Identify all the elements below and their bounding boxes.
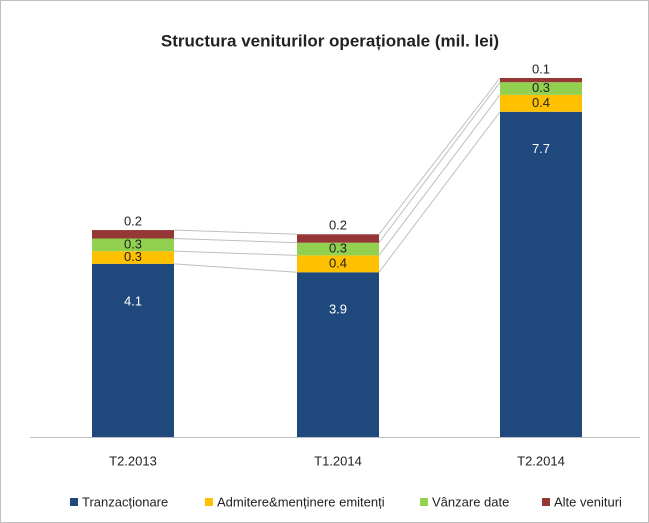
connector-line bbox=[173, 250, 298, 256]
bar-segment bbox=[297, 234, 379, 243]
data-label: 0.1 bbox=[532, 61, 550, 76]
connector-line bbox=[378, 111, 501, 273]
x-tick-label: T2.2014 bbox=[517, 453, 565, 468]
data-label: 0.3 bbox=[329, 240, 347, 255]
legend-label: Tranzacționare bbox=[82, 494, 168, 509]
data-label: 0.4 bbox=[329, 255, 347, 270]
data-label: 4.1 bbox=[124, 293, 142, 308]
legend-label: Alte venituri bbox=[554, 494, 622, 509]
data-label: 0.3 bbox=[532, 80, 550, 95]
bar-segment bbox=[500, 82, 582, 95]
connector-line bbox=[173, 229, 298, 235]
x-tick-label: T1.2014 bbox=[314, 453, 362, 468]
connector-line bbox=[378, 81, 501, 244]
legend-label: Vânzare date bbox=[432, 494, 509, 509]
data-label: 3.9 bbox=[329, 302, 347, 317]
connector-line bbox=[378, 77, 501, 235]
data-label: 0.2 bbox=[124, 213, 142, 228]
bar-segment bbox=[92, 238, 174, 252]
data-label: 0.4 bbox=[532, 95, 550, 110]
bar-segment bbox=[297, 272, 379, 437]
bar-segment bbox=[297, 255, 379, 273]
connector-line bbox=[173, 237, 298, 244]
bar-segment bbox=[92, 230, 174, 239]
x-tick-label: T2.2013 bbox=[109, 453, 157, 468]
bar-segment bbox=[500, 111, 582, 437]
legend-swatch bbox=[70, 498, 78, 506]
bar-segment bbox=[92, 263, 174, 437]
data-label: 0.3 bbox=[124, 236, 142, 251]
legend-swatch bbox=[420, 498, 428, 506]
data-label: 7.7 bbox=[532, 141, 550, 156]
bar-segment bbox=[500, 94, 582, 112]
bar-segment bbox=[92, 251, 174, 264]
bar-segment bbox=[297, 242, 379, 256]
chart-title: Structura veniturilor operaționale (mil.… bbox=[161, 31, 499, 50]
data-label: 0.3 bbox=[124, 249, 142, 264]
legend-swatch bbox=[542, 498, 550, 506]
data-label: 0.2 bbox=[329, 218, 347, 233]
legend-swatch bbox=[205, 498, 213, 506]
connector-line bbox=[173, 263, 298, 273]
bar-segment bbox=[500, 78, 582, 83]
connector-line bbox=[378, 94, 501, 256]
legend-label: Admitere&menținere emitenți bbox=[217, 494, 385, 509]
